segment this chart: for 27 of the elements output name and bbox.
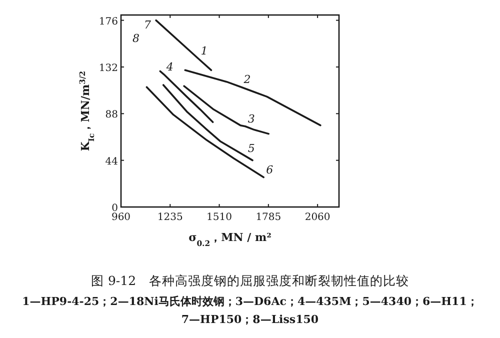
text: 1—HP9-4-25；2—18Ni马氏体时效钢；3—D6Ac；4—435M；5—4340；6—H11； bbox=[22, 295, 478, 308]
x-tick-label: 1235 bbox=[157, 212, 183, 223]
text: 图 9-12 各种高强度钢的屈服强度和断裂韧性值的比较 bbox=[90, 273, 410, 288]
annotation: 7 bbox=[144, 18, 152, 32]
y-tick-label: 176 bbox=[98, 16, 118, 28]
line-series bbox=[159, 70, 214, 124]
line-series bbox=[184, 69, 322, 126]
y-tick-label: 132 bbox=[98, 62, 118, 74]
annotation: 1 bbox=[200, 44, 208, 58]
line-series bbox=[146, 86, 264, 178]
line-series bbox=[183, 85, 270, 135]
x-tick-label: 1510 bbox=[206, 212, 232, 223]
x-tick-label: 960 bbox=[111, 212, 131, 223]
line-series bbox=[162, 84, 254, 162]
annotation: 5 bbox=[248, 142, 255, 156]
annotation: 2 bbox=[242, 73, 251, 86]
x-tick-label: 2060 bbox=[304, 212, 330, 223]
annotation: 4 bbox=[165, 60, 174, 74]
y-tick-label: 44 bbox=[105, 156, 118, 168]
y-tick-label: 0 bbox=[112, 203, 118, 214]
annotation: 6 bbox=[266, 163, 274, 176]
y-tick-label: 88 bbox=[105, 110, 118, 121]
text: 7—HP150；8—Liss150 bbox=[181, 313, 319, 326]
x-axis-title: σ$_{0.2}$，MN / m² bbox=[188, 231, 272, 248]
x-tick-label: 1785 bbox=[256, 212, 282, 223]
annotation: 3 bbox=[248, 112, 255, 126]
annotation: 8 bbox=[132, 32, 140, 45]
